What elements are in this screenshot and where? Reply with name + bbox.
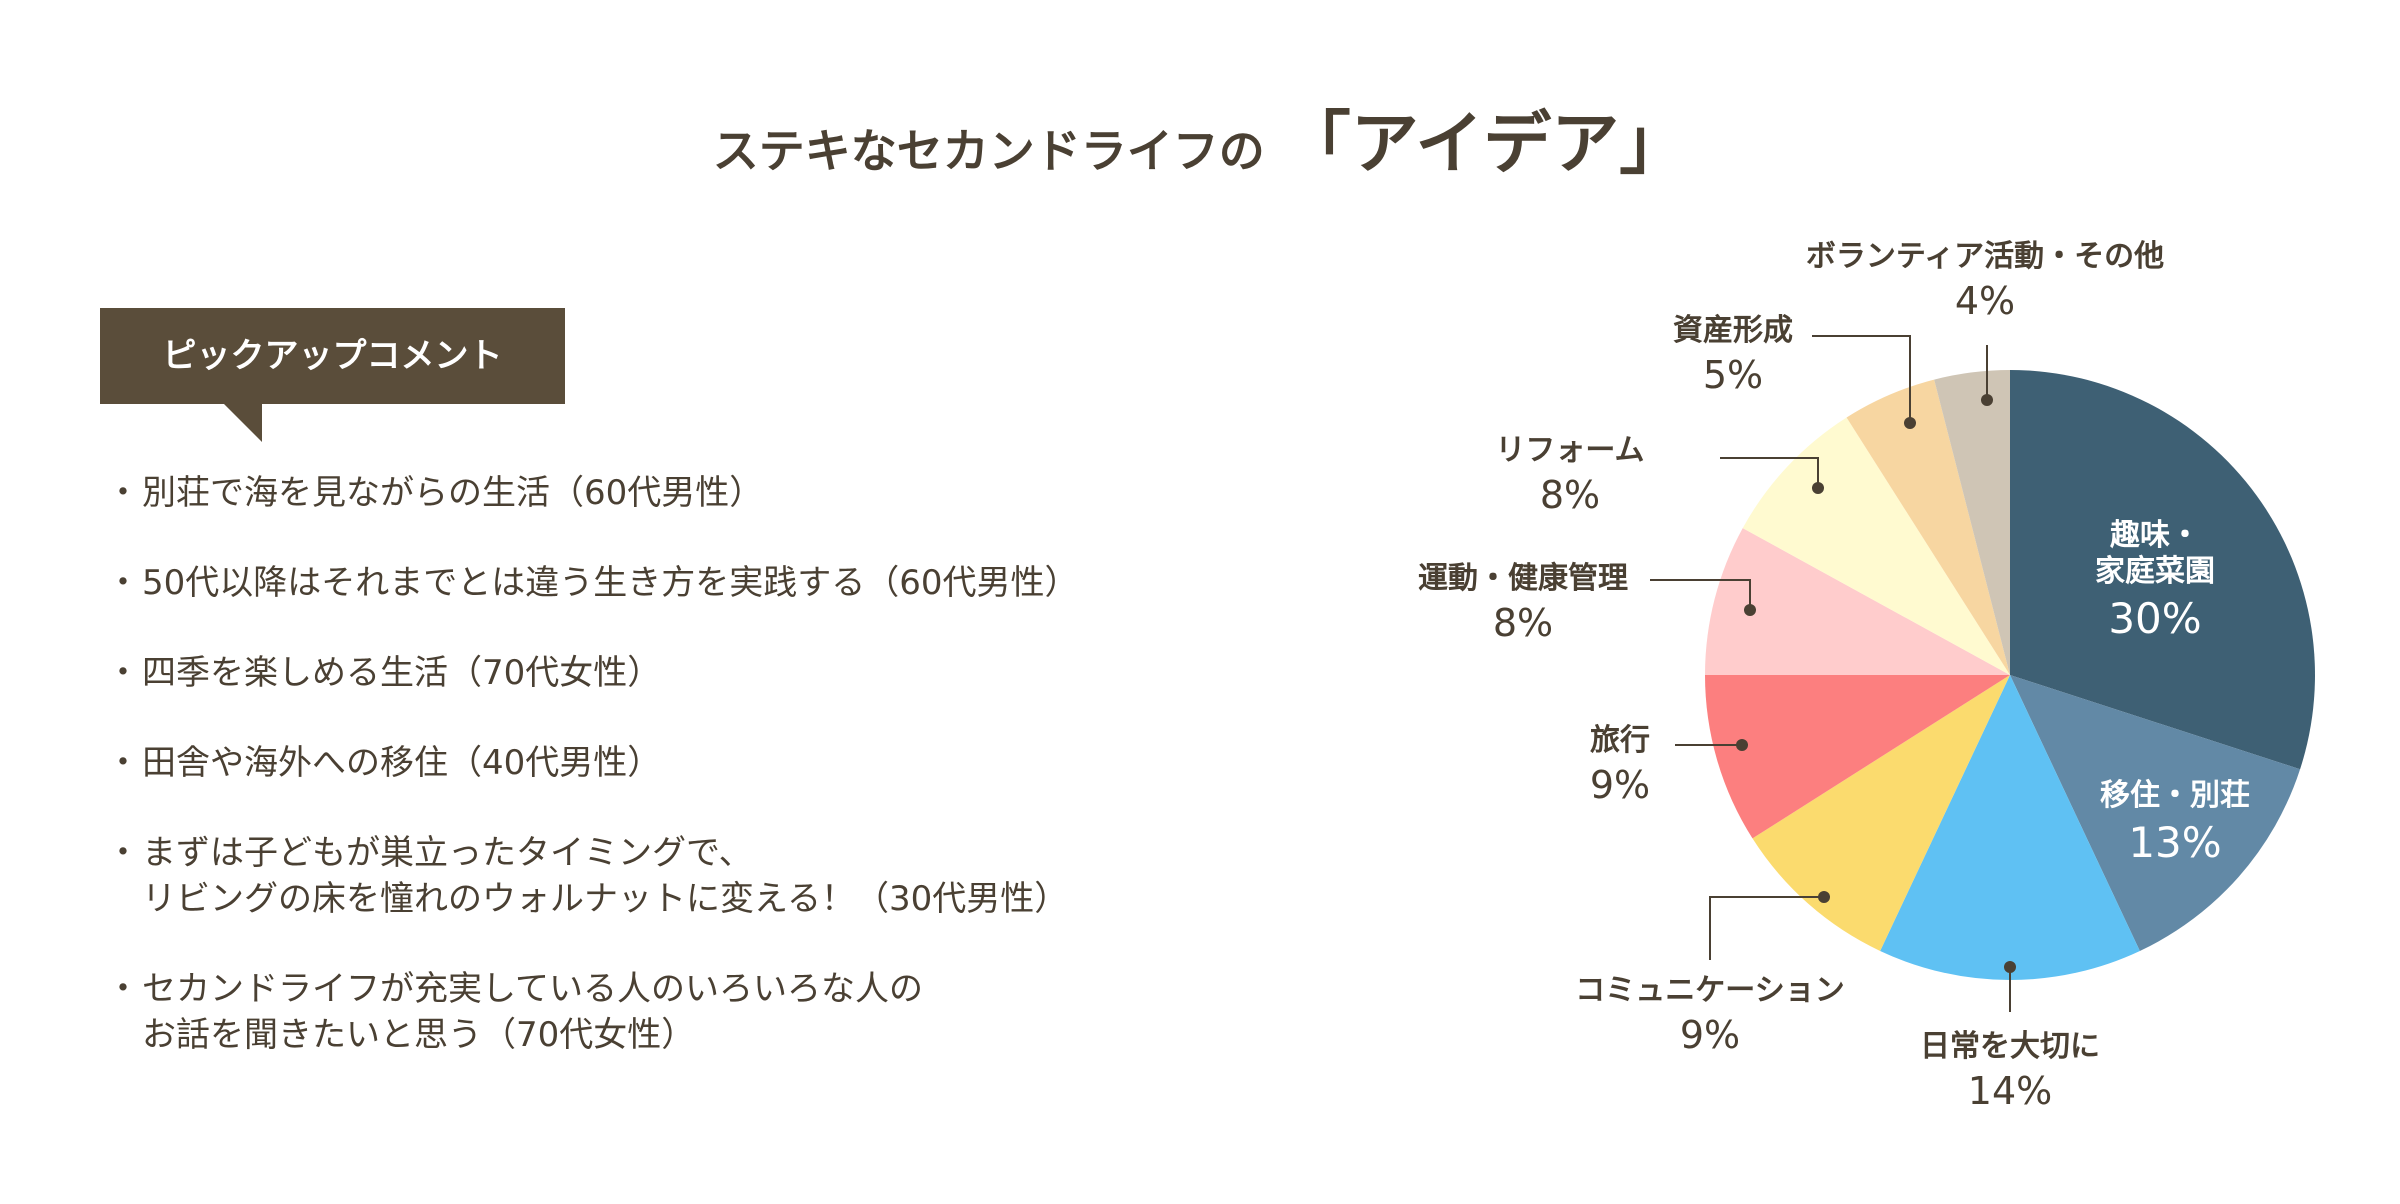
leader-dot	[1904, 417, 1916, 429]
pie-slice	[1705, 528, 2010, 675]
bullet: ・	[106, 743, 140, 783]
comment-line: 別荘で海を見ながらの生活（60代男性）	[142, 473, 764, 513]
page-title: ステキなセカンドライフの 「アイデア」	[0, 88, 2400, 187]
slice-label: 趣味・	[2110, 518, 2200, 553]
leader-line	[1812, 335, 1911, 423]
pie-slice	[1846, 379, 2010, 675]
slice-value: 4%	[1955, 279, 2015, 323]
slice-value: 8%	[1493, 601, 1553, 645]
slice-value: 9%	[1680, 1013, 1740, 1057]
bullet: ・	[106, 563, 140, 603]
pie-slice	[2010, 675, 2301, 951]
pie-slice	[1934, 370, 2010, 675]
leader-dot	[2004, 961, 2016, 973]
slice-label: ボランティア活動・その他	[1806, 239, 2164, 274]
comment-line: まずは子どもが巣立ったタイミングで、	[142, 833, 753, 873]
comment-line: 50代以降はそれまでとは違う生き方を実践する（60代男性）	[142, 563, 1079, 603]
comment-line: 四季を楽しめる生活（70代女性）	[142, 653, 662, 693]
pie-slices	[1704, 370, 2315, 980]
pie-leader-lines	[1650, 335, 2016, 1012]
leader-line	[1720, 457, 1819, 488]
pickup-comment-heading: ピックアップコメント	[100, 308, 565, 404]
slice-value: 8%	[1540, 473, 1600, 517]
comment-line: リビングの床を憧れのウォルナットに変える！（30代男性）	[142, 879, 1069, 919]
bullet: ・	[106, 473, 140, 513]
slice-label: 資産形成	[1673, 313, 1793, 348]
pie-labels: 趣味・家庭菜園 30% 移住・別荘 13% 日常を大切に 14% コミュニケーション 9% 旅行…	[1418, 239, 2250, 1113]
slice-label: 家庭菜園	[2095, 554, 2215, 589]
slice-label: 運動・健康管理	[1418, 561, 1628, 596]
pie-slice	[1742, 417, 2010, 675]
pie-slice	[1704, 675, 2010, 839]
leader-dot	[1818, 891, 1830, 903]
leader-line	[1709, 896, 1824, 960]
pie-slice	[1880, 675, 2140, 980]
bullet: ・	[106, 653, 140, 693]
leader-dot	[1981, 394, 1993, 406]
comment-line: 田舎や海外への移住（40代男性）	[142, 743, 662, 783]
slice-label: リフォーム	[1495, 433, 1644, 468]
slice-value: 14%	[1968, 1069, 2052, 1113]
slice-value: 30%	[2108, 594, 2201, 643]
leader-dot	[1812, 482, 1824, 494]
slice-label: コミュニケーション	[1575, 973, 1844, 1008]
comment-item: ・ 田舎や海外への移住（40代男性）	[100, 740, 1350, 786]
comment-list: ・ 別荘で海を見ながらの生活（60代男性） ・ 50代以降はそれまでとは違う生き…	[100, 470, 1350, 1102]
page-title-main: ステキなセカンドライフの	[712, 124, 1265, 178]
slice-value: 5%	[1703, 353, 1763, 397]
bullet: ・	[106, 969, 140, 1009]
page-title-emphasis: 「アイデア」	[1282, 105, 1688, 184]
slice-label: 旅行	[1590, 723, 1650, 758]
leader-dot	[1736, 739, 1748, 751]
bullet: ・	[106, 833, 140, 873]
slice-label: 日常を大切に	[1920, 1029, 2100, 1064]
comment-line: セカンドライフが充実している人のいろいろな人の	[142, 969, 923, 1009]
leader-dot	[1744, 604, 1756, 616]
comment-line: お話を聞きたいと思う（70代女性）	[142, 1015, 696, 1055]
comment-item: ・ 50代以降はそれまでとは違う生き方を実践する（60代男性）	[100, 560, 1350, 606]
slice-label: 移住・別荘	[2100, 778, 2250, 813]
comment-item: ・ セカンドライフが充実している人のいろいろな人の お話を聞きたいと思う（70代…	[100, 966, 1350, 1058]
pie-slice	[1752, 675, 2010, 951]
comment-item: ・ 別荘で海を見ながらの生活（60代男性）	[100, 470, 1350, 516]
slice-value: 9%	[1590, 763, 1650, 807]
comment-item: ・ まずは子どもが巣立ったタイミングで、 リビングの床を憧れのウォルナットに変え…	[100, 830, 1350, 922]
comment-item: ・ 四季を楽しめる生活（70代女性）	[100, 650, 1350, 696]
pickup-heading-tail	[222, 402, 262, 442]
pie-slice	[2010, 370, 2315, 770]
leader-line	[1650, 579, 1751, 610]
slice-value: 13%	[2128, 818, 2221, 867]
